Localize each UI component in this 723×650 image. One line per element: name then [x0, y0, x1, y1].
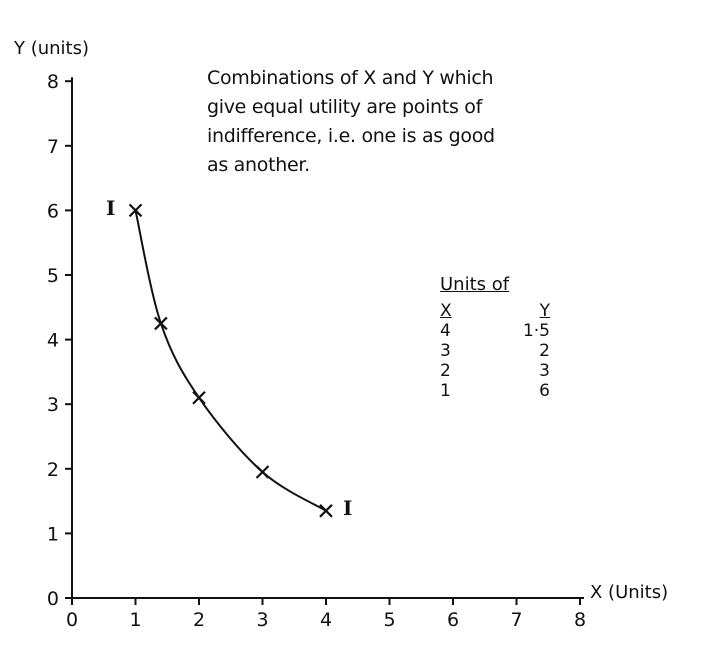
data-point-marker — [319, 504, 333, 518]
y-tick-label: 6 — [47, 200, 59, 222]
y-tick-label: 0 — [47, 588, 59, 610]
y-tick-label: 2 — [47, 459, 59, 481]
x-tick-label: 3 — [256, 609, 268, 631]
data-point-marker — [154, 316, 168, 331]
curve-label-top: I — [106, 196, 115, 220]
table-cell-x: 1 — [440, 381, 451, 401]
table-cell-x: 2 — [440, 361, 451, 381]
data-markers — [128, 203, 333, 518]
axes — [71, 77, 584, 599]
table-row: 3 2 — [440, 341, 550, 361]
units-table: Units of X Y 4 1·5 3 2 2 3 1 6 — [440, 274, 550, 401]
table-header-x: X — [440, 301, 452, 321]
table-title: Units of — [440, 274, 510, 295]
table-cell-y: 3 — [539, 361, 550, 381]
x-tick-label: 4 — [320, 609, 332, 631]
indifference-curve — [134, 210, 327, 512]
x-tick-label: 1 — [129, 609, 141, 631]
data-point-marker — [128, 203, 143, 218]
table-cell-y: 2 — [539, 341, 550, 361]
x-tick-label: 0 — [66, 609, 78, 631]
table-cell-y: 1·5 — [522, 321, 550, 341]
y-tick-label: 3 — [47, 394, 59, 416]
data-point-marker — [255, 465, 270, 479]
data-point-marker — [192, 390, 206, 405]
chart-annotation: Combinations of X and Y which give equal… — [207, 64, 567, 180]
table-cell-x: 4 — [440, 321, 451, 341]
y-tick-label: 1 — [47, 523, 59, 545]
x-tick-label: 2 — [193, 609, 205, 631]
table-row: 1 6 — [440, 381, 550, 401]
table-row: 4 1·5 — [440, 321, 550, 341]
annotation-line: give equal utility are points of — [207, 96, 483, 118]
x-tick-label: 5 — [383, 609, 395, 631]
x-tick-label: 7 — [510, 609, 522, 631]
x-axis-label: X (Units) — [590, 582, 668, 603]
annotation-line: as another. — [207, 154, 310, 176]
curve-label-bottom: I — [343, 496, 352, 520]
table-cell-x: 3 — [440, 341, 451, 361]
x-tick-label: 6 — [447, 609, 459, 631]
y-axis-label: Y (units) — [13, 38, 89, 59]
y-tick-label: 8 — [47, 71, 59, 93]
table-header-y: Y — [539, 301, 550, 321]
table-cell-y: 6 — [539, 381, 550, 401]
x-tick-label: 8 — [574, 609, 586, 631]
y-tick-label: 7 — [47, 136, 59, 158]
y-tick-label: 4 — [47, 330, 59, 352]
table-row: 2 3 — [440, 361, 550, 381]
annotation-line: indifference, i.e. one is as good — [207, 125, 495, 147]
table-header-row: X Y — [440, 301, 550, 321]
y-tick-label: 5 — [47, 265, 59, 287]
annotation-line: Combinations of X and Y which — [207, 67, 494, 89]
